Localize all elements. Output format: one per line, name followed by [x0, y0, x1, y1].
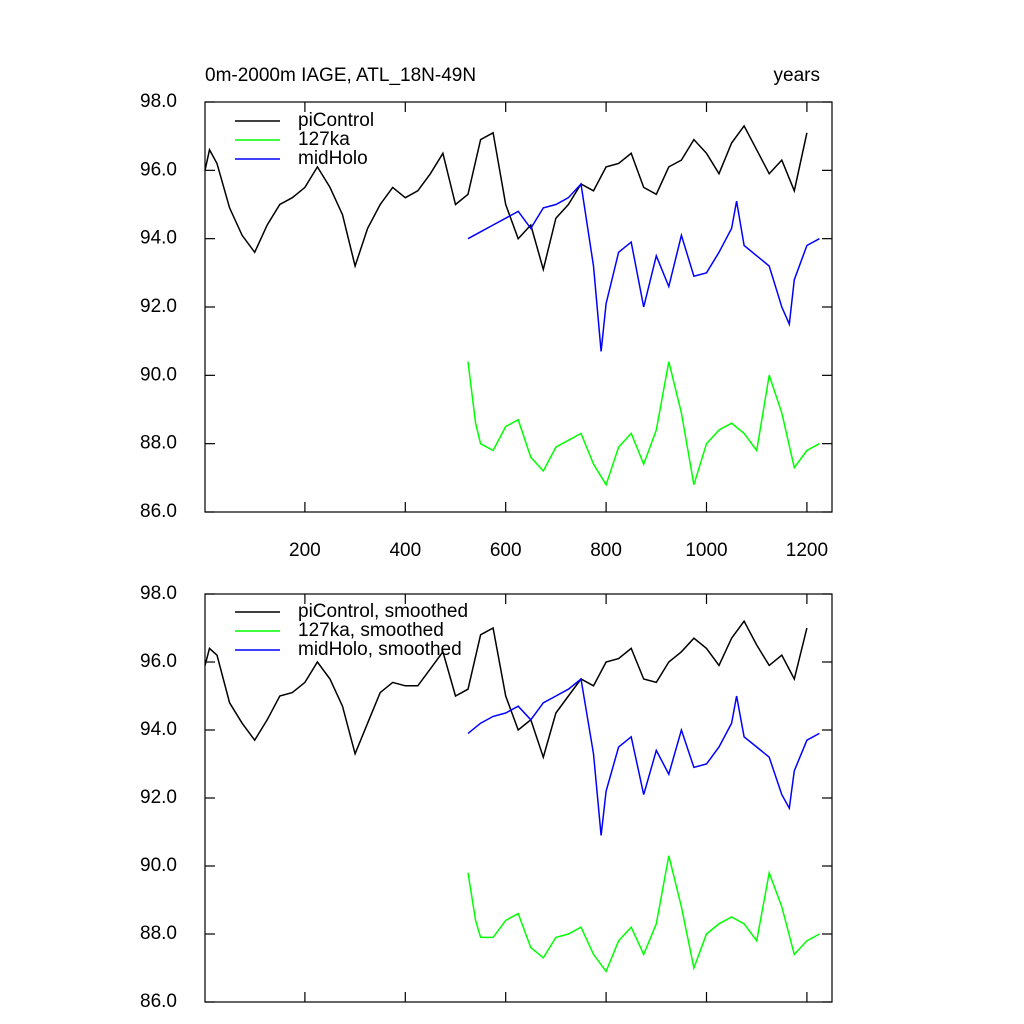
- series-line: [204, 124, 808, 273]
- legend-label: piControl: [298, 110, 374, 131]
- y-tick-label: 86.0: [140, 501, 177, 522]
- series-line: [467, 182, 820, 352]
- y-tick-label: 94.0: [140, 719, 177, 740]
- x-tick-label: 600: [490, 540, 522, 561]
- y-tick-label: 94.0: [140, 228, 177, 249]
- x-tick-label: 1000: [685, 540, 727, 561]
- y-tick-label: 86.0: [140, 991, 177, 1012]
- y-tick-label: 90.0: [140, 364, 177, 385]
- x-tick-label: 800: [590, 540, 622, 561]
- legend-label: midHolo, smoothed: [298, 639, 462, 660]
- legend-label: midHolo: [298, 148, 368, 169]
- x-tick-label: 400: [389, 540, 421, 561]
- y-tick-label: 92.0: [140, 787, 177, 808]
- x-tick-label: 200: [289, 540, 321, 561]
- chart-title: 0m-2000m IAGE, ATL_18N-49N: [205, 65, 476, 86]
- series-line: [467, 855, 820, 973]
- y-tick-label: 88.0: [140, 433, 177, 454]
- y-tick-label: 88.0: [140, 923, 177, 944]
- y-tick-label: 92.0: [140, 296, 177, 317]
- legend-label: 127ka: [298, 129, 350, 150]
- y-tick-label: 90.0: [140, 855, 177, 876]
- series-line: [467, 361, 820, 487]
- legend-label: piControl, smoothed: [298, 601, 468, 622]
- y-tick-label: 96.0: [140, 651, 177, 672]
- y-tick-label: 96.0: [140, 159, 177, 180]
- units-label: years: [774, 65, 820, 86]
- legend-label: 127ka, smoothed: [298, 620, 444, 641]
- y-tick-label: 98.0: [140, 91, 177, 112]
- series-line: [467, 677, 820, 836]
- x-tick-label: 1200: [786, 540, 828, 561]
- series-line: [204, 619, 808, 760]
- y-tick-label: 98.0: [140, 583, 177, 604]
